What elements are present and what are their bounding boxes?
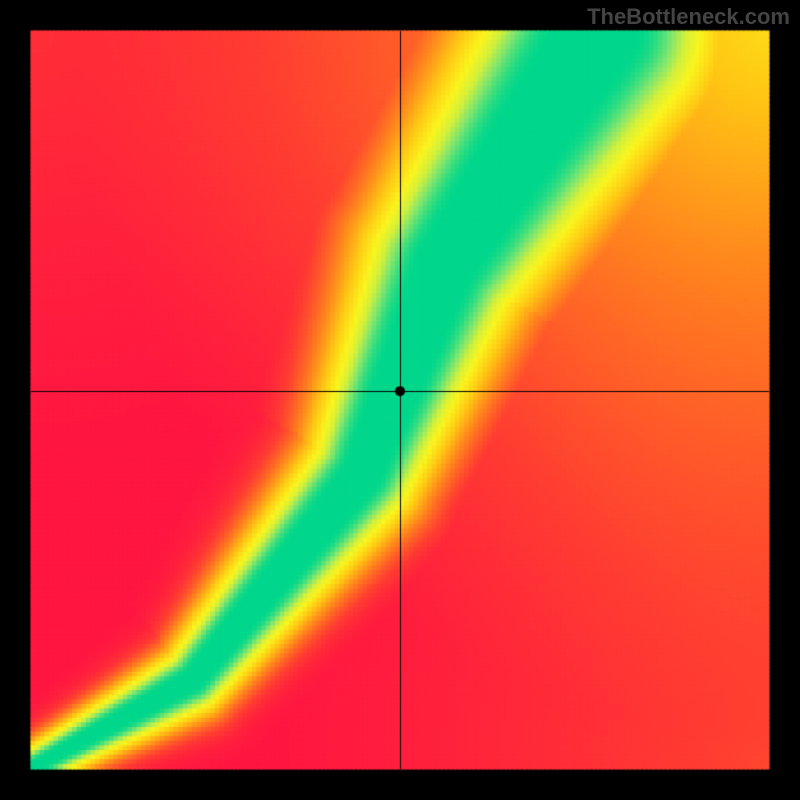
bottleneck-heatmap bbox=[0, 0, 800, 800]
watermark-text: TheBottleneck.com bbox=[587, 4, 790, 30]
